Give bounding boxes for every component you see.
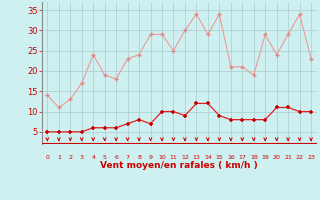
- X-axis label: Vent moyen/en rafales ( km/h ): Vent moyen/en rafales ( km/h ): [100, 161, 258, 170]
